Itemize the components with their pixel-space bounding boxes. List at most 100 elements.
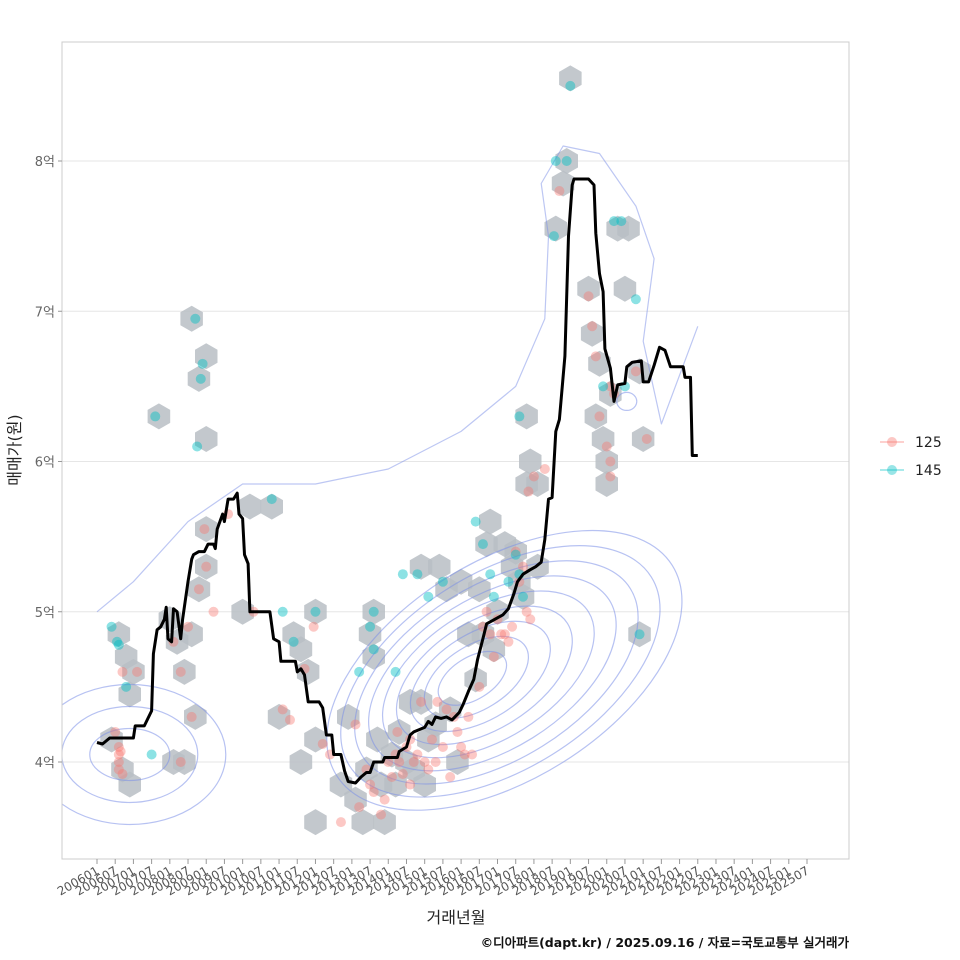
point-125 [201,561,212,572]
point-125 [605,456,616,467]
legend-label-125: 125 [915,435,942,451]
point-125 [394,757,405,767]
point-125 [507,621,518,632]
point-125 [456,741,467,752]
point-125 [594,411,605,422]
hexbin [337,703,360,730]
point-125 [113,764,124,775]
point-145 [565,80,576,91]
hexbin [195,343,218,370]
hexbin [409,553,433,580]
hexbin [551,170,575,197]
point-125 [445,772,456,783]
y-tick-label: 4억 [35,756,55,771]
point-125 [199,524,210,535]
hexbin [577,275,600,302]
point-145 [550,156,561,166]
point-125 [117,769,128,780]
point-145 [630,294,641,305]
legend-label-145: 145 [915,463,942,479]
point-125 [587,321,598,332]
point-125 [308,621,319,632]
y-tick-label: 7억 [35,305,55,320]
hexbin [107,621,131,648]
point-125 [175,666,186,677]
point-125 [503,636,514,647]
point-145 [106,621,117,632]
point-125 [383,757,394,767]
hexbin [449,568,473,595]
hexbin [515,403,538,430]
hexbin [304,809,327,836]
legend-item-145[interactable]: 145 [880,463,942,479]
hexbin [613,275,637,302]
point-125 [392,726,403,737]
point-125 [605,471,616,482]
hexbin [184,703,207,730]
point-125 [630,366,641,377]
hexbin [362,598,385,625]
point-125 [523,486,534,497]
point-125 [510,546,521,557]
hexbin [559,65,582,92]
density-contour [96,145,699,613]
point-145 [365,621,376,632]
point-145 [616,216,627,227]
panel-border [61,41,850,860]
legend-item-125[interactable]: 125 [880,435,942,451]
point-145 [113,639,124,650]
hexbin [595,448,618,475]
point-125 [430,757,441,767]
point-125 [521,606,532,617]
point-145 [150,411,161,422]
point-145 [437,576,448,587]
point-125 [193,584,204,595]
point-145 [503,576,514,587]
point-145 [197,358,208,369]
hexbin [428,553,451,580]
legend-key-point-125 [887,437,897,447]
hexbin [180,305,203,332]
density-contour [437,650,508,706]
hexbin [267,703,291,730]
legend: 125 145 [880,435,942,479]
density-contour [409,620,551,733]
point-145 [390,666,401,677]
density-contour [616,391,638,411]
hexbin [351,809,375,836]
hexbin [617,215,640,242]
point-145 [288,636,299,647]
hexbin [238,493,262,520]
point-125 [525,614,536,625]
point-145 [121,681,132,692]
point-125 [463,711,474,722]
point-125 [354,802,365,813]
point-125 [441,704,452,715]
point-145 [397,569,408,580]
point-125 [412,749,423,760]
hexbin [118,681,141,708]
point-125 [467,749,478,760]
point-125 [452,726,463,737]
hexbin [544,215,567,242]
point-125 [432,696,443,707]
hexbin [475,531,498,558]
point-145 [470,516,481,527]
point-125 [208,606,219,617]
hexbin [195,553,218,580]
point-125 [590,351,601,362]
point-145 [146,749,157,760]
y-tick-label: 8억 [35,155,55,170]
point-125 [397,769,408,780]
point-145 [634,629,645,640]
point-145 [368,606,379,617]
hexbin [584,403,608,430]
hexbin [631,426,655,452]
point-125 [499,629,510,640]
hexbin [260,493,283,520]
point-125 [419,757,430,767]
point-125 [379,794,390,805]
point-125 [518,561,528,572]
hexbin [526,471,549,497]
